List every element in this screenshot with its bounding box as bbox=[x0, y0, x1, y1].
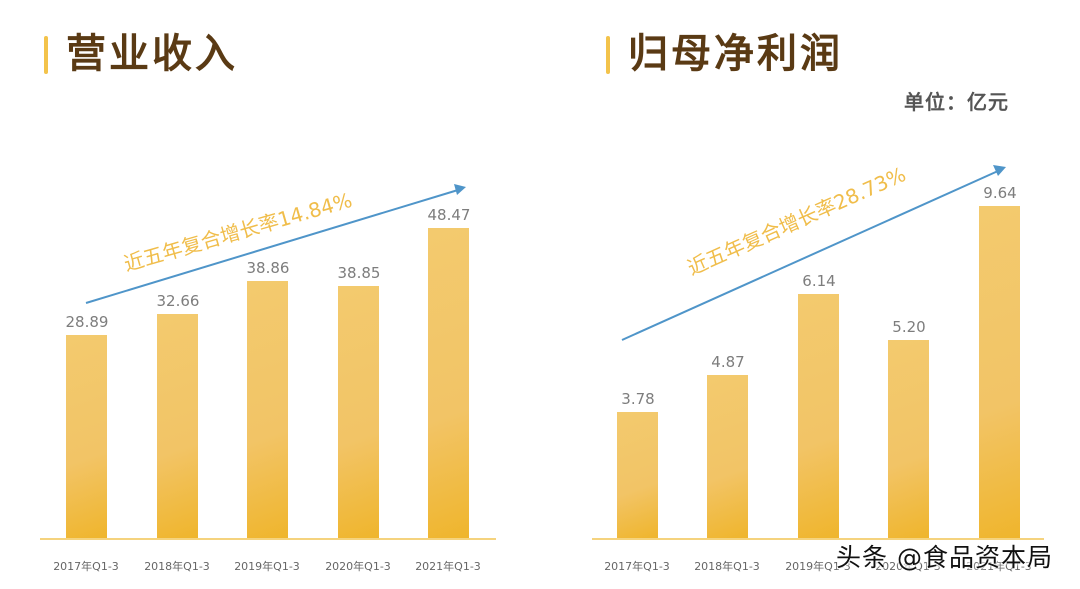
bar-2018 bbox=[157, 314, 198, 538]
title-accent-bar bbox=[44, 36, 48, 74]
chart-title: 营业收入 bbox=[66, 31, 238, 77]
category-label: 2019年Q1-3 bbox=[234, 560, 300, 573]
chart-title: 归母净利润 bbox=[628, 31, 843, 77]
value-label: 28.89 bbox=[65, 313, 109, 331]
x-axis-line bbox=[40, 538, 496, 540]
value-label: 38.86 bbox=[246, 259, 290, 277]
value-label: 38.85 bbox=[337, 264, 381, 282]
category-label: 2019年Q1-3 bbox=[785, 560, 851, 573]
trend-arrow-icon bbox=[621, 165, 1006, 341]
category-label: 2017年Q1-3 bbox=[53, 560, 119, 573]
unit-label: 单位：亿元 bbox=[904, 90, 1009, 114]
value-label: 4.87 bbox=[711, 353, 745, 371]
bar-2020 bbox=[888, 340, 929, 538]
bar-2021 bbox=[428, 228, 469, 538]
bar-2021 bbox=[979, 206, 1020, 538]
value-label: 32.66 bbox=[156, 292, 200, 310]
bar-2019 bbox=[798, 294, 839, 538]
bar-2017 bbox=[617, 412, 658, 538]
value-label: 3.78 bbox=[621, 390, 655, 408]
value-label: 5.20 bbox=[892, 318, 926, 336]
category-label: 2021年Q1-3 bbox=[415, 560, 481, 573]
category-label: 2021年Q1-3 bbox=[966, 560, 1032, 573]
category-label: 2017年Q1-3 bbox=[604, 560, 670, 573]
trend-arrow-icon bbox=[85, 184, 466, 304]
value-label: 6.14 bbox=[802, 272, 836, 290]
bar-2019 bbox=[247, 281, 288, 538]
value-label: 9.64 bbox=[983, 184, 1017, 202]
value-label: 48.47 bbox=[427, 206, 471, 224]
category-label: 2018年Q1-3 bbox=[694, 560, 760, 573]
x-axis-line bbox=[592, 538, 1044, 540]
bar-2018 bbox=[707, 375, 748, 538]
category-label: 2020年Q1-3 bbox=[875, 560, 941, 573]
category-label: 2020年Q1-3 bbox=[325, 560, 391, 573]
category-label: 2018年Q1-3 bbox=[144, 560, 210, 573]
watermark: 头条 @食品资本局 bbox=[836, 543, 1053, 572]
title-accent-bar bbox=[606, 36, 610, 74]
bar-2017 bbox=[66, 335, 107, 538]
bar-2020 bbox=[338, 286, 379, 538]
